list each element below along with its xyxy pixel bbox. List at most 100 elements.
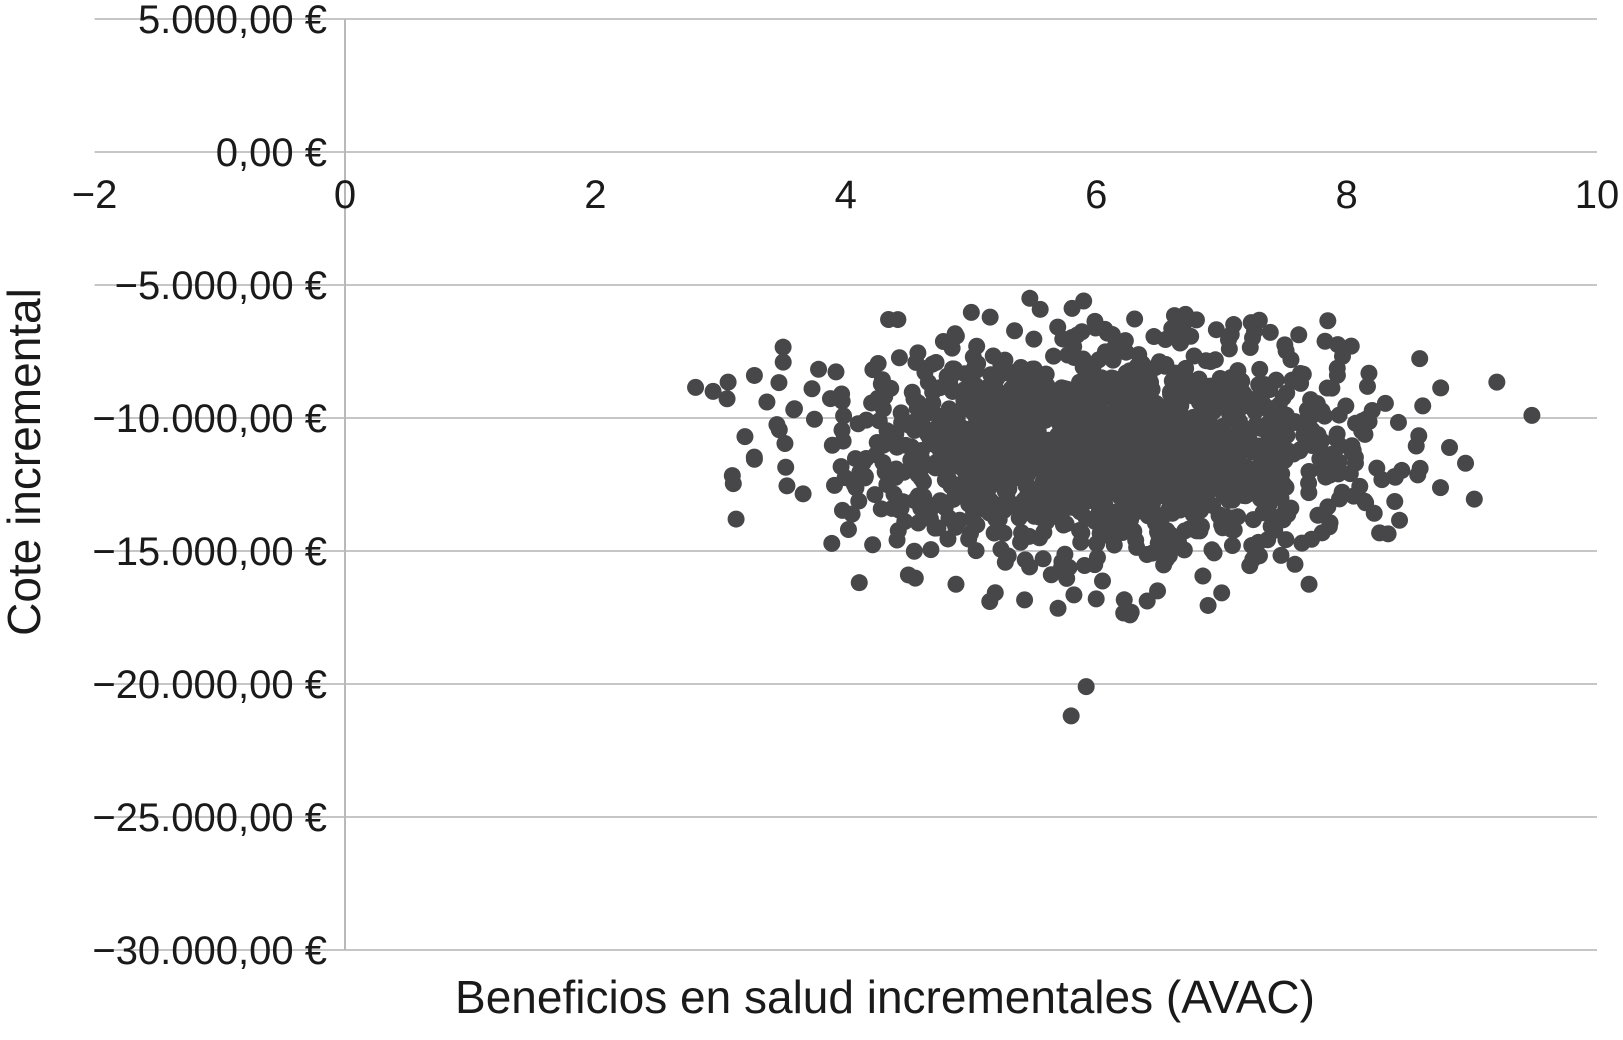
data-point bbox=[1376, 394, 1394, 412]
data-point bbox=[1074, 358, 1092, 376]
data-point bbox=[1291, 441, 1309, 459]
data-point bbox=[1077, 678, 1095, 696]
data-point bbox=[899, 416, 917, 434]
data-point bbox=[727, 510, 745, 528]
data-point bbox=[980, 408, 998, 426]
data-point bbox=[968, 337, 986, 355]
data-point bbox=[1035, 523, 1053, 541]
data-point bbox=[1488, 373, 1506, 391]
data-point bbox=[916, 363, 934, 381]
data-point bbox=[1065, 586, 1083, 604]
data-point bbox=[1337, 397, 1355, 415]
data-point bbox=[980, 456, 998, 474]
y-axis-title: Cote incremental bbox=[0, 288, 50, 636]
data-point bbox=[850, 492, 868, 510]
data-point bbox=[999, 476, 1017, 494]
data-point bbox=[1219, 331, 1237, 349]
data-point bbox=[777, 458, 795, 476]
data-point bbox=[1109, 506, 1127, 524]
data-point bbox=[1247, 416, 1265, 434]
data-point bbox=[960, 444, 978, 462]
data-point bbox=[981, 593, 999, 611]
data-point bbox=[1329, 336, 1347, 354]
data-point bbox=[1012, 533, 1030, 551]
x-tick-label: 6 bbox=[1085, 173, 1107, 217]
data-point bbox=[1027, 446, 1045, 464]
data-point bbox=[1242, 394, 1260, 412]
data-point bbox=[960, 495, 978, 513]
data-point bbox=[1188, 460, 1206, 478]
data-point bbox=[864, 536, 882, 554]
data-point bbox=[1131, 435, 1149, 453]
data-point bbox=[897, 436, 915, 454]
data-point bbox=[922, 541, 940, 559]
data-point bbox=[1007, 380, 1025, 398]
data-point bbox=[988, 502, 1006, 520]
data-point bbox=[1431, 479, 1449, 497]
data-point bbox=[1360, 413, 1378, 431]
data-point bbox=[768, 416, 786, 434]
data-point bbox=[905, 542, 923, 560]
data-point bbox=[1207, 321, 1225, 339]
data-point bbox=[1015, 444, 1033, 462]
data-point bbox=[1151, 487, 1169, 505]
data-point bbox=[1146, 401, 1164, 419]
data-point bbox=[1251, 360, 1269, 378]
data-point bbox=[1309, 506, 1327, 524]
data-point bbox=[1277, 478, 1295, 496]
data-point bbox=[687, 378, 705, 396]
data-point bbox=[997, 364, 1015, 382]
data-point bbox=[940, 471, 958, 489]
data-point bbox=[719, 373, 737, 391]
data-point bbox=[778, 477, 796, 495]
data-point bbox=[1232, 480, 1250, 498]
data-point bbox=[985, 386, 1003, 404]
data-point bbox=[857, 411, 875, 429]
data-point bbox=[1065, 338, 1083, 356]
data-point bbox=[934, 431, 952, 449]
data-point bbox=[758, 393, 776, 411]
data-point bbox=[1076, 557, 1094, 575]
data-point bbox=[1029, 504, 1047, 522]
data-point bbox=[785, 400, 803, 418]
data-point bbox=[1188, 522, 1206, 540]
data-point bbox=[1055, 496, 1073, 514]
x-tick-label: 4 bbox=[835, 173, 857, 217]
data-point bbox=[1410, 427, 1428, 445]
data-point bbox=[1341, 465, 1359, 483]
data-point bbox=[1203, 541, 1221, 559]
data-point bbox=[982, 366, 1000, 384]
data-point bbox=[851, 463, 869, 481]
data-point bbox=[1290, 326, 1308, 344]
data-point bbox=[1302, 391, 1320, 409]
data-point bbox=[1333, 483, 1351, 501]
data-point bbox=[874, 400, 892, 418]
data-point bbox=[939, 530, 957, 548]
data-point bbox=[1053, 379, 1071, 397]
data-point bbox=[1097, 417, 1115, 435]
data-point bbox=[1060, 558, 1078, 576]
data-points-layer bbox=[687, 289, 1541, 725]
data-point bbox=[1329, 465, 1347, 483]
data-point bbox=[1316, 332, 1334, 350]
data-point bbox=[1190, 370, 1208, 388]
data-point bbox=[1182, 327, 1200, 345]
data-point bbox=[1343, 444, 1361, 462]
data-point bbox=[1328, 366, 1346, 384]
data-point bbox=[1103, 326, 1121, 344]
data-point bbox=[967, 361, 985, 379]
x-tick-label: 0 bbox=[334, 173, 356, 217]
data-point bbox=[962, 395, 980, 413]
data-point bbox=[946, 439, 964, 457]
data-point bbox=[1411, 350, 1429, 368]
data-point bbox=[1357, 494, 1375, 512]
data-point bbox=[1002, 423, 1020, 441]
data-point bbox=[1319, 312, 1337, 330]
data-point bbox=[1139, 507, 1157, 525]
data-point bbox=[1057, 515, 1075, 533]
data-point bbox=[924, 394, 942, 412]
data-point bbox=[1225, 432, 1243, 450]
data-point bbox=[981, 308, 999, 326]
data-point bbox=[1225, 316, 1243, 334]
